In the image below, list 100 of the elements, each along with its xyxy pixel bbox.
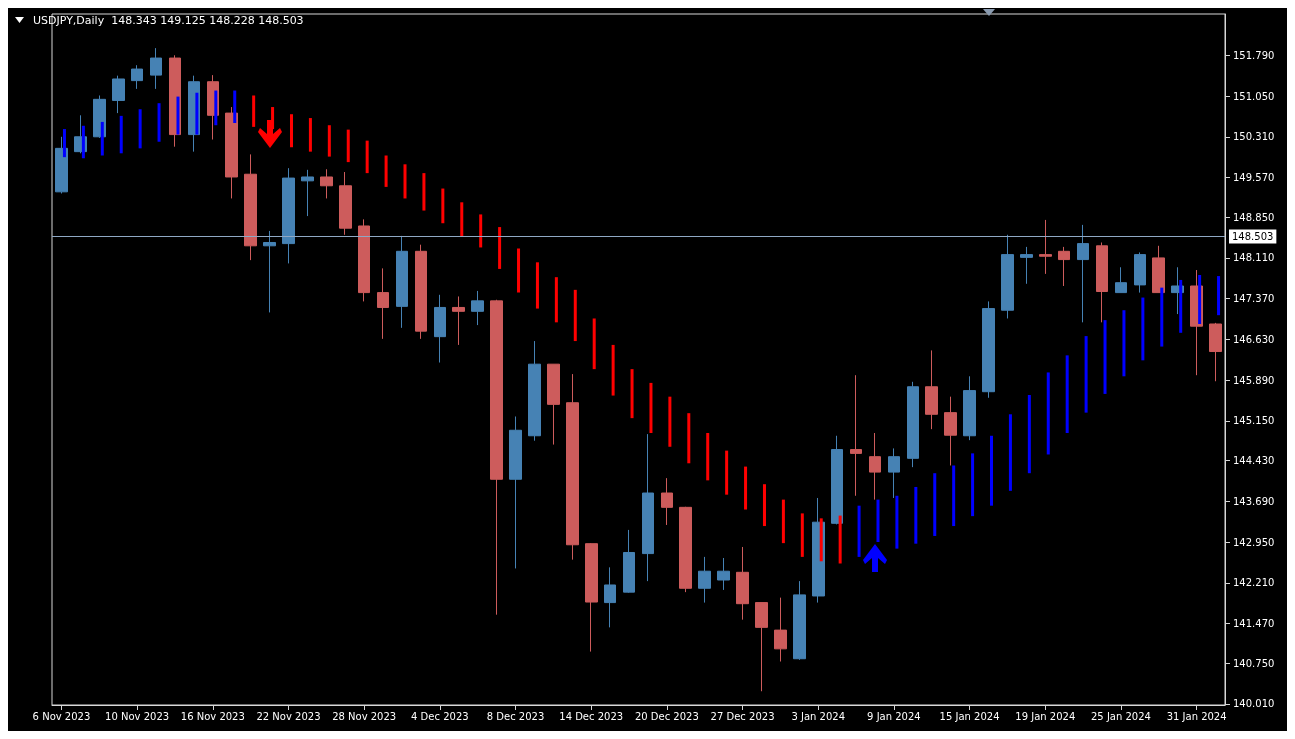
candlestick bbox=[339, 171, 352, 236]
bar bbox=[1160, 287, 1164, 347]
bar bbox=[781, 499, 785, 544]
x-tick-label: 8 Dec 2023 bbox=[486, 710, 545, 722]
bar bbox=[819, 518, 823, 562]
y-tick-label: 142.210 bbox=[1233, 577, 1275, 589]
candlestick bbox=[282, 167, 295, 264]
candlestick bbox=[547, 363, 560, 446]
bar bbox=[800, 513, 804, 557]
y-tick-label: 140.010 bbox=[1233, 698, 1275, 710]
y-tick-label: 142.950 bbox=[1233, 536, 1275, 548]
bar bbox=[1198, 274, 1202, 324]
candlestick bbox=[377, 267, 389, 340]
bar bbox=[857, 505, 861, 557]
bar bbox=[479, 214, 483, 248]
bar bbox=[176, 96, 180, 135]
candlestick bbox=[623, 529, 635, 594]
bar bbox=[687, 413, 691, 464]
candlestick bbox=[1058, 246, 1070, 287]
candlestick bbox=[1115, 266, 1127, 294]
y-tick-label: 143.690 bbox=[1233, 495, 1275, 507]
candlestick bbox=[301, 169, 314, 217]
bar bbox=[498, 227, 502, 269]
bar bbox=[1103, 320, 1107, 394]
bar bbox=[1008, 414, 1012, 491]
bar bbox=[1065, 355, 1069, 433]
y-tick-label: 141.470 bbox=[1233, 618, 1275, 630]
candlestick bbox=[963, 375, 976, 441]
bar bbox=[62, 129, 66, 158]
bar bbox=[649, 382, 653, 433]
x-tick-label: 10 Nov 2023 bbox=[105, 710, 170, 722]
bar bbox=[365, 140, 369, 174]
candlestick bbox=[358, 218, 370, 302]
y-tick-label: 147.370 bbox=[1233, 293, 1275, 305]
bar bbox=[573, 289, 577, 342]
bar bbox=[233, 90, 237, 124]
bar bbox=[81, 125, 85, 159]
candlestick bbox=[736, 546, 749, 621]
x-tick-label: 27 Dec 2023 bbox=[710, 710, 775, 722]
candlestick bbox=[452, 295, 465, 346]
candlestick bbox=[793, 580, 806, 661]
candlestick bbox=[831, 435, 843, 525]
candlestick bbox=[1209, 322, 1222, 382]
x-tick-label: 9 Jan 2024 bbox=[867, 710, 921, 722]
candlestick bbox=[566, 373, 579, 561]
y-tick-label: 150.310 bbox=[1233, 131, 1275, 143]
bar bbox=[1084, 336, 1088, 413]
y-tick-label: 151.790 bbox=[1233, 49, 1275, 61]
candlestick bbox=[925, 349, 938, 430]
candlestick bbox=[774, 597, 787, 662]
candlestick bbox=[944, 396, 957, 466]
bar bbox=[308, 118, 312, 152]
candlestick bbox=[396, 235, 408, 329]
bar bbox=[1122, 310, 1126, 377]
bar bbox=[592, 318, 596, 370]
y-tick-label: 146.630 bbox=[1233, 333, 1275, 345]
candlestick bbox=[1096, 242, 1108, 323]
candlestick bbox=[1077, 224, 1089, 323]
candlestick bbox=[471, 290, 484, 326]
bar bbox=[157, 103, 161, 142]
candlestick bbox=[907, 381, 919, 468]
x-tick-label: 22 Nov 2023 bbox=[256, 710, 321, 722]
bar bbox=[100, 121, 104, 156]
candlestick bbox=[131, 64, 143, 90]
candlestick bbox=[869, 432, 881, 501]
candlestick bbox=[434, 294, 446, 364]
bar bbox=[441, 188, 445, 224]
candlestick bbox=[528, 340, 541, 442]
candlestick bbox=[888, 447, 900, 499]
bar bbox=[706, 433, 710, 481]
bar bbox=[611, 344, 615, 396]
x-tick-label: 14 Dec 2023 bbox=[559, 710, 624, 722]
y-tick-label: 145.890 bbox=[1233, 374, 1275, 386]
candlestick bbox=[263, 230, 276, 313]
candlestick bbox=[55, 136, 68, 194]
candlestick bbox=[225, 106, 238, 199]
x-tick-label: 25 Jan 2024 bbox=[1090, 710, 1151, 722]
ref-line-label: 148.503 bbox=[1232, 230, 1274, 242]
bar bbox=[744, 466, 748, 510]
x-tick-label: 28 Nov 2023 bbox=[332, 710, 397, 722]
candlestick bbox=[320, 168, 333, 199]
x-tick-label: 6 Nov 2023 bbox=[32, 710, 91, 722]
candlestick bbox=[982, 300, 995, 399]
candlestick bbox=[585, 542, 598, 653]
bar bbox=[535, 262, 539, 309]
y-tick-label: 149.570 bbox=[1233, 172, 1275, 184]
bar bbox=[990, 435, 994, 506]
bar bbox=[289, 114, 293, 148]
bar bbox=[914, 486, 918, 544]
candlestick bbox=[679, 506, 692, 593]
x-tick-label: 3 Jan 2024 bbox=[791, 710, 846, 722]
candlestick bbox=[93, 94, 106, 139]
bar bbox=[952, 465, 956, 527]
candlestick bbox=[717, 557, 730, 591]
bar bbox=[384, 155, 388, 187]
x-tick-label: 4 Dec 2023 bbox=[411, 710, 469, 722]
candlestick bbox=[755, 602, 768, 692]
y-tick-label: 140.750 bbox=[1233, 657, 1275, 669]
bar bbox=[895, 495, 899, 549]
candlestick bbox=[509, 415, 522, 569]
